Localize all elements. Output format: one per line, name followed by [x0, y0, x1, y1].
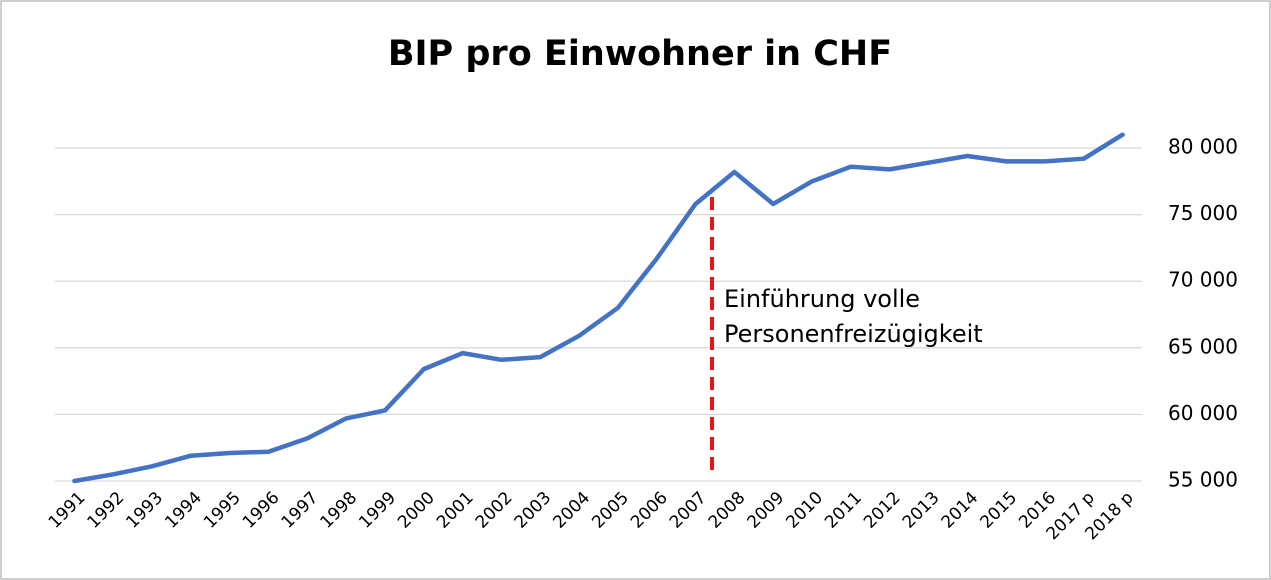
annotation-text: Personenfreizügigkeit — [724, 320, 983, 348]
y-tick-label: 65 000 — [1168, 334, 1238, 358]
chart-title: BIP pro Einwohner in CHF — [388, 34, 892, 74]
y-tick-label: 80 000 — [1168, 135, 1238, 159]
y-tick-label: 75 000 — [1168, 201, 1238, 225]
y-tick-label: 55 000 — [1168, 468, 1238, 492]
y-tick-label: 70 000 — [1168, 268, 1238, 292]
line — [72, 132, 1125, 484]
annotation-text: Einführung volle — [724, 285, 920, 313]
y-tick-label: 60 000 — [1168, 401, 1238, 425]
